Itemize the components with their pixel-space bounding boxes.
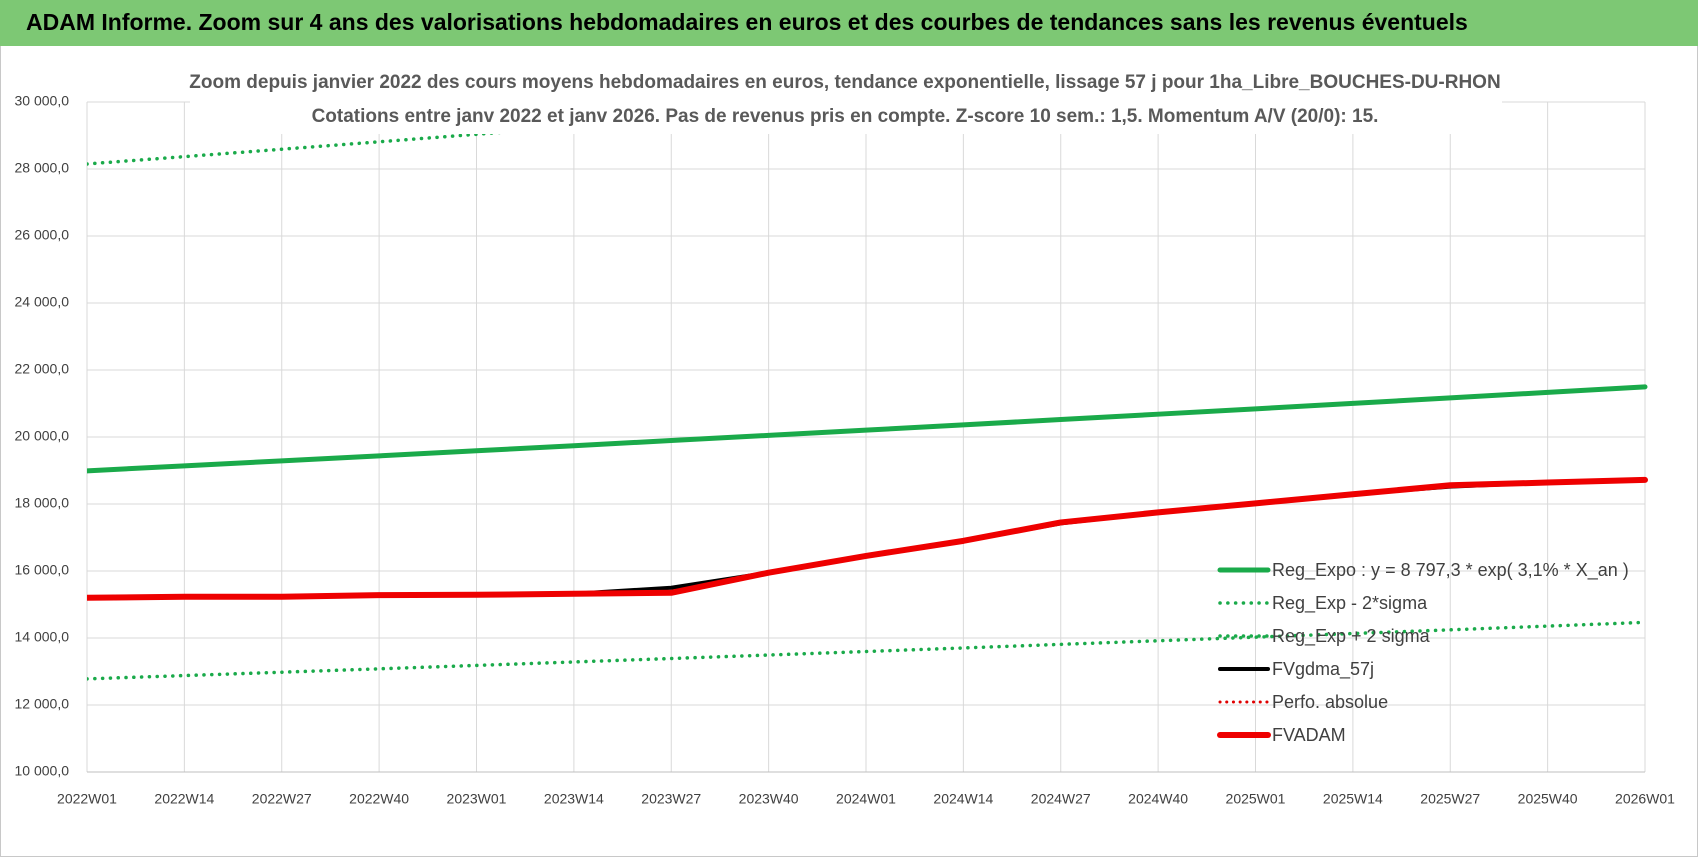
x-tick-label: 2023W01	[447, 791, 507, 807]
x-tick-label: 2024W27	[1031, 791, 1091, 807]
x-tick-label: 2023W27	[641, 791, 701, 807]
series-line	[87, 476, 1648, 601]
y-tick-label: 10 000,0	[15, 763, 70, 779]
x-tick-label: 2025W40	[1518, 791, 1578, 807]
legend-label: FVgdma_57j	[1272, 659, 1374, 680]
x-tick-label: 2024W14	[933, 791, 993, 807]
legend-label: Reg_Expo : y = 8 797,3 * exp( 3,1% * X_a…	[1272, 560, 1629, 581]
legend-label: FVADAM	[1272, 725, 1346, 745]
y-tick-label: 24 000,0	[15, 294, 70, 310]
header-title: ADAM Informe. Zoom sur 4 ans des valoris…	[26, 9, 1468, 35]
series-line	[87, 620, 1647, 681]
x-tick-label: 2022W40	[349, 791, 409, 807]
x-tick-label: 2023W40	[739, 791, 799, 807]
x-tick-label: 2026W01	[1615, 791, 1675, 807]
legend-label: Perfo. absolue	[1272, 692, 1388, 712]
x-tick-label: 2024W01	[836, 791, 896, 807]
y-tick-label: 26 000,0	[15, 227, 70, 243]
header-band	[0, 0, 1698, 46]
y-tick-label: 28 000,0	[15, 160, 70, 176]
y-tick-label: 22 000,0	[15, 361, 70, 377]
chart-subtitle: Cotations entre janv 2022 et janv 2026. …	[312, 106, 1379, 127]
x-tick-label: 2022W01	[57, 791, 117, 807]
x-tick-label: 2023W14	[544, 791, 604, 807]
y-tick-label: 16 000,0	[15, 562, 70, 578]
x-tick-label: 2022W14	[154, 791, 214, 807]
x-tick-label: 2025W14	[1323, 791, 1383, 807]
chart-title: Zoom depuis janvier 2022 des cours moyen…	[189, 72, 1500, 93]
y-tick-label: 14 000,0	[15, 629, 70, 645]
x-tick-label: 2025W27	[1420, 791, 1480, 807]
series-line	[87, 384, 1648, 474]
legend-label: Reg_Exp + 2 sigma	[1272, 626, 1431, 647]
y-tick-label: 18 000,0	[15, 495, 70, 511]
x-tick-label: 2024W40	[1128, 791, 1188, 807]
legend-label: Reg_Exp - 2*sigma	[1272, 593, 1428, 614]
x-tick-label: 2025W01	[1226, 791, 1286, 807]
y-tick-label: 30 000,0	[15, 93, 70, 109]
title-box	[190, 66, 1502, 134]
y-tick-label: 20 000,0	[15, 428, 70, 444]
x-tick-label: 2022W27	[252, 791, 312, 807]
y-tick-label: 12 000,0	[15, 696, 70, 712]
